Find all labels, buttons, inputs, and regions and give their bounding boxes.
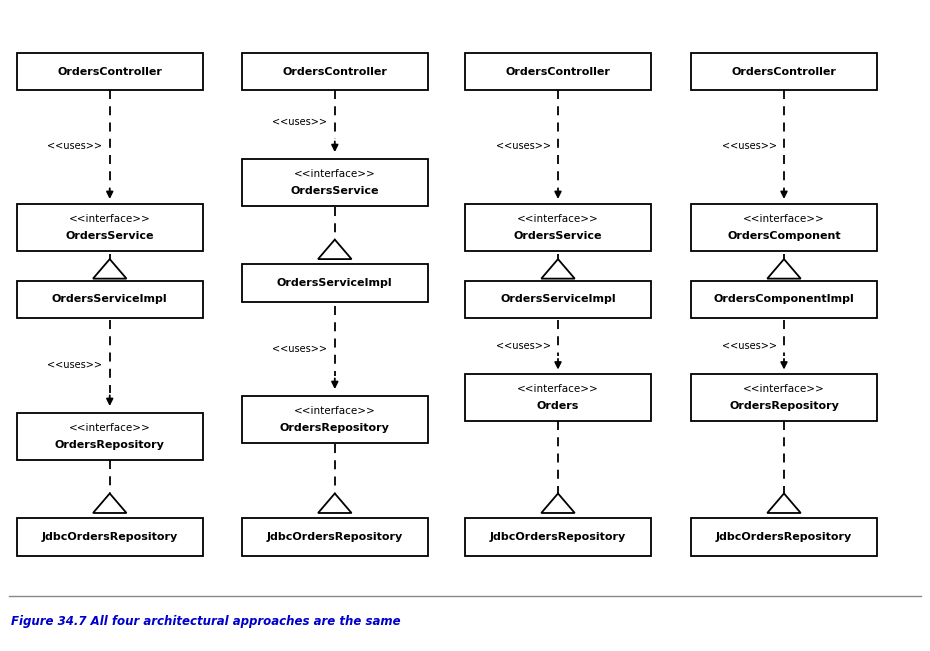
Text: JdbcOrdersRepository: JdbcOrdersRepository [42, 532, 178, 542]
Polygon shape [318, 240, 352, 259]
Bar [465, 518, 651, 556]
Text: <<uses>>: <<uses>> [272, 344, 327, 354]
Polygon shape [93, 259, 126, 279]
Text: <<uses>>: <<uses>> [47, 141, 102, 151]
Polygon shape [541, 493, 575, 513]
Polygon shape [767, 259, 801, 279]
Bar [691, 518, 877, 556]
Polygon shape [767, 493, 801, 513]
Text: JdbcOrdersRepository: JdbcOrdersRepository [267, 532, 403, 542]
Text: OrdersServiceImpl: OrdersServiceImpl [500, 294, 616, 305]
Text: <<uses>>: <<uses>> [496, 141, 551, 151]
Bar [242, 53, 428, 90]
Text: <<interface>>: <<interface>> [294, 406, 376, 417]
Bar [17, 281, 203, 318]
Text: <<uses>>: <<uses>> [722, 141, 777, 151]
Text: <<interface>>: <<interface>> [743, 383, 825, 394]
Bar [17, 204, 203, 251]
Text: OrdersController: OrdersController [283, 66, 387, 77]
Bar [242, 264, 428, 302]
Bar [242, 396, 428, 443]
Text: <<interface>>: <<interface>> [517, 214, 599, 225]
Text: Orders: Orders [537, 400, 579, 411]
Polygon shape [93, 493, 126, 513]
Polygon shape [318, 493, 352, 513]
Text: OrdersController: OrdersController [732, 66, 836, 77]
Text: <<interface>>: <<interface>> [69, 422, 151, 433]
Bar [465, 281, 651, 318]
Text: Figure 34.7 All four architectural approaches are the same: Figure 34.7 All four architectural appro… [11, 615, 401, 628]
Text: <<uses>>: <<uses>> [496, 341, 551, 352]
Text: OrdersServiceImpl: OrdersServiceImpl [52, 294, 167, 305]
Text: <<interface>>: <<interface>> [294, 169, 376, 179]
Bar [691, 53, 877, 90]
Text: OrdersServiceImpl: OrdersServiceImpl [277, 278, 392, 288]
Polygon shape [541, 259, 575, 279]
Bar [465, 204, 651, 251]
Text: <<uses>>: <<uses>> [47, 359, 102, 370]
Text: <<uses>>: <<uses>> [272, 117, 327, 128]
Text: OrdersController: OrdersController [506, 66, 610, 77]
Text: OrdersController: OrdersController [58, 66, 162, 77]
Bar [465, 374, 651, 421]
Text: OrdersRepository: OrdersRepository [729, 400, 839, 411]
Bar [242, 518, 428, 556]
Text: <<interface>>: <<interface>> [743, 214, 825, 225]
Bar [242, 159, 428, 206]
Bar [17, 413, 203, 460]
Text: OrdersRepository: OrdersRepository [280, 423, 390, 434]
Bar [17, 53, 203, 90]
Text: OrdersService: OrdersService [513, 231, 603, 242]
Text: OrdersRepository: OrdersRepository [55, 439, 165, 450]
Text: OrdersComponentImpl: OrdersComponentImpl [713, 294, 855, 305]
Text: <<interface>>: <<interface>> [517, 383, 599, 394]
Bar [691, 204, 877, 251]
Text: JdbcOrdersRepository: JdbcOrdersRepository [716, 532, 852, 542]
Bar [691, 281, 877, 318]
Text: OrdersService: OrdersService [290, 186, 379, 196]
Bar [17, 518, 203, 556]
Text: <<uses>>: <<uses>> [722, 341, 777, 352]
Text: OrdersComponent: OrdersComponent [727, 231, 841, 242]
Text: OrdersService: OrdersService [65, 231, 154, 242]
Bar [465, 53, 651, 90]
Text: <<interface>>: <<interface>> [69, 214, 151, 225]
Bar [691, 374, 877, 421]
Text: JdbcOrdersRepository: JdbcOrdersRepository [490, 532, 626, 542]
